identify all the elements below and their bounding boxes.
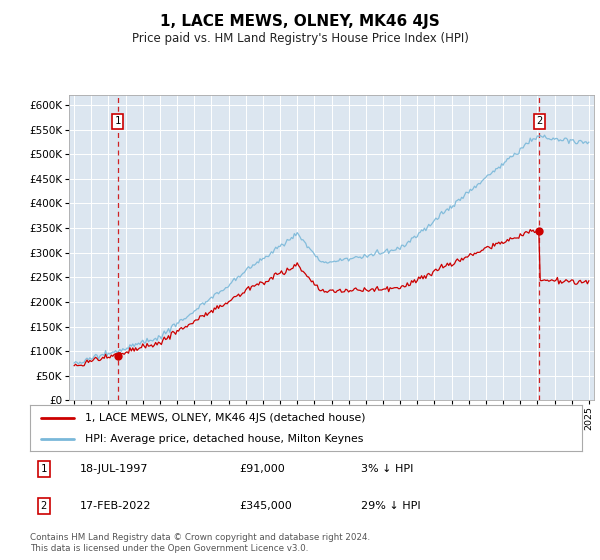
Text: Price paid vs. HM Land Registry's House Price Index (HPI): Price paid vs. HM Land Registry's House … — [131, 32, 469, 45]
Text: 29% ↓ HPI: 29% ↓ HPI — [361, 501, 421, 511]
Text: 1, LACE MEWS, OLNEY, MK46 4JS (detached house): 1, LACE MEWS, OLNEY, MK46 4JS (detached … — [85, 413, 366, 423]
Text: 1, LACE MEWS, OLNEY, MK46 4JS: 1, LACE MEWS, OLNEY, MK46 4JS — [160, 14, 440, 29]
Text: 17-FEB-2022: 17-FEB-2022 — [80, 501, 151, 511]
Text: £345,000: £345,000 — [240, 501, 293, 511]
Text: 3% ↓ HPI: 3% ↓ HPI — [361, 464, 413, 474]
Text: 18-JUL-1997: 18-JUL-1997 — [80, 464, 148, 474]
Text: Contains HM Land Registry data © Crown copyright and database right 2024.
This d: Contains HM Land Registry data © Crown c… — [30, 533, 370, 553]
Text: 1: 1 — [41, 464, 47, 474]
Text: £91,000: £91,000 — [240, 464, 286, 474]
Text: 2: 2 — [536, 116, 542, 126]
Text: 1: 1 — [115, 116, 121, 126]
Text: 2: 2 — [41, 501, 47, 511]
Text: HPI: Average price, detached house, Milton Keynes: HPI: Average price, detached house, Milt… — [85, 435, 364, 444]
